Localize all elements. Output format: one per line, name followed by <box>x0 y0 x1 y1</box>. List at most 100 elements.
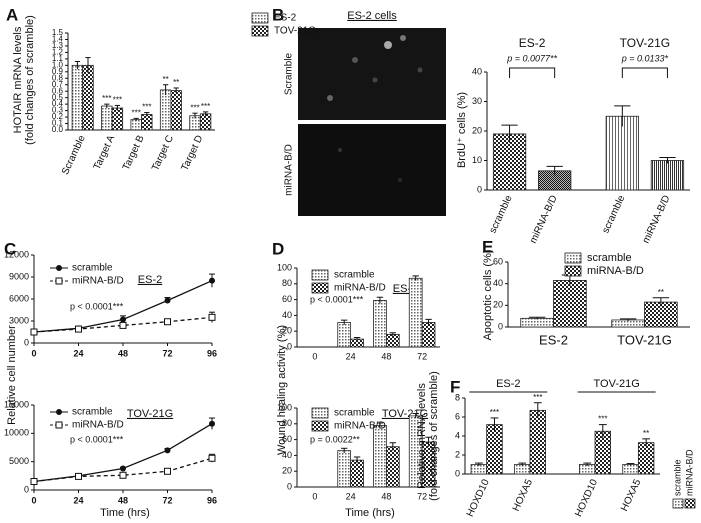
y-tick-label: 0.8 <box>52 73 64 82</box>
significance: *** <box>201 102 210 111</box>
panel-letter: C <box>4 239 16 258</box>
y-tick-label: 60 <box>282 434 292 444</box>
p-value: p = 0.0077** <box>506 53 557 63</box>
group-label: ES-2 <box>496 378 520 390</box>
bar <box>337 322 352 348</box>
legend-swatch <box>311 269 329 281</box>
group-label: TOV-21G <box>594 378 640 390</box>
x-axis-label: Time (hrs) <box>345 507 395 519</box>
marker <box>164 297 171 304</box>
subtitle: ES-2 <box>138 274 162 286</box>
y-tick-label: 5000 <box>9 456 29 466</box>
significance: *** <box>142 103 151 112</box>
y-tick-label: 20 <box>282 326 292 336</box>
y-tick-label: 20 <box>472 125 482 135</box>
x-tick-label: miRNA-B/D <box>528 194 560 245</box>
x-tick-label: Target B <box>121 133 147 172</box>
legend-marker <box>55 277 63 285</box>
legend-swatch <box>311 282 329 294</box>
significance: *** <box>132 108 141 117</box>
bracket <box>621 67 668 78</box>
marker <box>120 316 126 323</box>
y-tick-label: 1.5 <box>52 28 64 37</box>
y-tick-label: 0 <box>498 321 503 331</box>
legend-swatch <box>251 25 269 37</box>
bar <box>71 64 84 131</box>
x-tick-label: 72 <box>417 351 427 361</box>
legend-label: miRNA-B/D <box>684 449 694 496</box>
x-tick-label: 72 <box>417 491 427 501</box>
y-tick-label: 1.1 <box>52 54 64 63</box>
legend-marker <box>56 409 62 415</box>
legend-label: miRNA-B/D <box>72 420 124 431</box>
y-tick-label: 0 <box>287 481 292 491</box>
y-tick-label: 2 <box>455 449 460 459</box>
marker <box>164 447 171 454</box>
x-tick-label: Target A <box>92 133 118 171</box>
x-tick-label: 0 <box>312 351 317 361</box>
y-tick-label: 1.4 <box>52 35 64 44</box>
y-tick-label: 100 <box>277 402 292 412</box>
p-value: p = 0.0133* <box>621 53 669 63</box>
bar <box>421 322 436 348</box>
marker <box>120 465 126 472</box>
significance: ** <box>173 78 179 87</box>
bar <box>605 115 639 191</box>
micrograph-title: ES-2 cells <box>347 10 397 22</box>
legend-label: scramble <box>72 407 113 418</box>
marker <box>119 471 127 479</box>
x-tick-label: 24 <box>73 495 83 505</box>
legend-label: miRNA-B/D <box>587 265 644 277</box>
y-tick-label: 80 <box>282 418 292 428</box>
y-axis-label: Wound healing activity (%) <box>276 325 288 455</box>
bracket <box>509 67 556 78</box>
x-tick-label: Target C <box>150 134 176 173</box>
marker <box>75 472 82 480</box>
significance: ** <box>658 288 664 297</box>
y-tick-label: 30 <box>472 96 482 106</box>
legend-label: TOV-21G <box>274 26 316 37</box>
marker <box>119 321 127 329</box>
group-label: ES-2 <box>519 36 546 50</box>
bar <box>408 277 423 348</box>
micrographs: ES-2 cells Scramble miRNA-B/D <box>284 10 446 216</box>
significance: *** <box>102 94 111 103</box>
x-tick-label: 72 <box>162 495 172 505</box>
x-tick-label: 48 <box>118 348 128 358</box>
bar <box>350 459 364 488</box>
y-axis-label: BrdU⁺ cells (%) <box>456 92 468 168</box>
legend-swatch <box>311 420 329 432</box>
x-tick-label: HOXD10 <box>573 477 600 518</box>
x-tick-label: HOXA5 <box>619 477 643 513</box>
panel-letter: F <box>450 377 460 396</box>
p-value: p < 0.0001*** <box>310 294 364 304</box>
line <box>33 457 213 483</box>
panel-letter: B <box>272 5 284 24</box>
y-tick-label: 1.3 <box>52 41 64 50</box>
y-tick-label: 0.4 <box>52 99 64 108</box>
bar <box>373 424 387 488</box>
x-axis-label: Time (hrs) <box>100 507 150 519</box>
bar <box>101 105 113 131</box>
x-tick-label: 72 <box>162 348 172 358</box>
y-tick-label: 6 <box>455 411 460 421</box>
micrograph <box>298 28 446 120</box>
y-tick-label: 9000 <box>9 271 29 281</box>
bar <box>529 409 547 475</box>
legend-label: scramble <box>334 270 375 281</box>
marker <box>208 454 216 462</box>
x-tick-label: ES-2 <box>539 332 568 347</box>
bar <box>141 114 153 131</box>
legend-label: scramble <box>334 408 375 419</box>
panel-letter: A <box>6 5 18 24</box>
legend-label: scramble <box>672 459 682 496</box>
y-axis-label: Relative cell number <box>6 325 18 425</box>
x-tick-label: miRNA-B/D <box>641 194 673 245</box>
p-value: p < 0.0001*** <box>70 434 124 444</box>
p-value: p < 0.0001*** <box>70 301 124 311</box>
y-axis-label: Apoptotic cells (%) <box>482 249 494 340</box>
bar <box>130 119 142 131</box>
legend-label: ES-2 <box>274 13 297 24</box>
y-tick-label: 0.7 <box>52 80 64 89</box>
x-tick-label: HOXD10 <box>465 477 492 518</box>
